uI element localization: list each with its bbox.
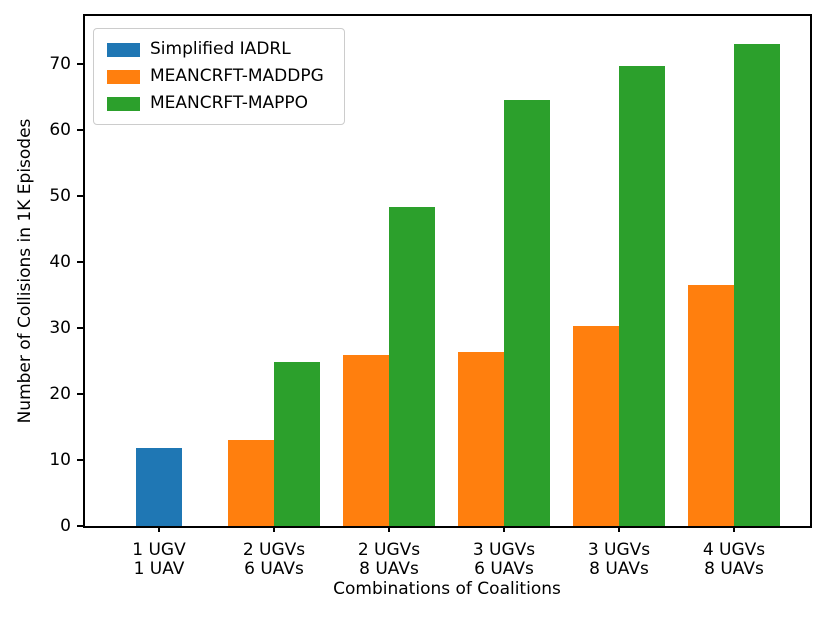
x-tick-label-line: 2 UGVs xyxy=(357,540,421,560)
bar-series0-group0 xyxy=(136,448,182,526)
bar-series2-group3 xyxy=(504,99,550,526)
x-tick-label-line: 8 UAVs xyxy=(359,559,419,579)
x-tick-label-line: 6 UAVs xyxy=(474,559,534,579)
y-tick-label: 50 xyxy=(49,186,71,207)
axis-spine-left xyxy=(83,14,85,528)
bar-series2-group5 xyxy=(734,43,780,526)
legend-swatch-icon xyxy=(107,42,140,57)
y-tick-label: 20 xyxy=(49,384,71,405)
y-tick-label: 70 xyxy=(49,54,71,75)
legend-entry: Simplified IADRL xyxy=(107,36,324,63)
y-tick-mark xyxy=(77,129,83,132)
legend-entry: MEANCRFT-MAPPO xyxy=(107,90,324,117)
legend-label: Simplified IADRL xyxy=(150,39,291,59)
legend-label: MEANCRFT-MAPPO xyxy=(150,93,309,113)
y-tick-mark xyxy=(77,63,83,66)
x-tick-label-line: 3 UGVs xyxy=(587,540,651,560)
bar-series1-group2 xyxy=(343,355,389,526)
axis-spine-right xyxy=(810,14,812,528)
bar-series2-group1 xyxy=(274,361,320,526)
legend-entry: MEANCRFT-MADDPG xyxy=(107,63,324,90)
x-tick-label-line: 4 UGVs xyxy=(702,540,766,560)
x-tick-label-line: 3 UGVs xyxy=(472,540,536,560)
y-tick-mark xyxy=(77,195,83,198)
legend: Simplified IADRL MEANCRFT-MADDPG MEANCRFT-… xyxy=(93,28,345,125)
y-tick-label: 60 xyxy=(49,120,71,141)
legend-swatch-icon xyxy=(107,69,140,84)
x-tick-mark xyxy=(388,526,390,532)
y-tick-mark xyxy=(77,261,83,264)
x-tick-mark xyxy=(158,526,160,532)
plot-area xyxy=(83,14,812,528)
bar-series1-group5 xyxy=(688,284,734,526)
y-tick-mark xyxy=(77,327,83,330)
bar-series2-group4 xyxy=(619,65,665,526)
bar-series1-group4 xyxy=(573,326,619,526)
y-tick-label: 10 xyxy=(49,450,71,471)
axis-spine-top xyxy=(85,14,810,16)
x-tick-label-group4: 3 UGVs 8 UAVs xyxy=(562,541,676,579)
x-tick-mark xyxy=(503,526,505,532)
x-tick-label-line: 8 UAVs xyxy=(704,559,764,579)
legend-swatch-icon xyxy=(107,96,140,111)
x-tick-label-group3: 3 UGVs 6 UAVs xyxy=(447,541,561,579)
x-tick-label-line: 8 UAVs xyxy=(589,559,649,579)
y-tick-mark xyxy=(77,525,83,527)
y-tick-label: 40 xyxy=(49,252,71,273)
y-tick-mark xyxy=(77,393,83,396)
x-tick-mark xyxy=(273,526,275,532)
x-tick-label-line: 1 UGV xyxy=(132,540,186,560)
y-tick-label: 0 xyxy=(60,516,71,536)
y-tick-label: 30 xyxy=(49,318,71,339)
x-tick-mark xyxy=(733,526,735,532)
x-tick-label-line: 2 UGVs xyxy=(242,540,306,560)
x-tick-mark xyxy=(618,526,620,532)
x-tick-label-group0: 1 UGV 1 UAV xyxy=(102,541,216,579)
x-tick-label-group5: 4 UGVs 8 UAVs xyxy=(677,541,791,579)
x-tick-label-line: 1 UAV xyxy=(133,559,185,579)
x-tick-label-group2: 2 UGVs 8 UAVs xyxy=(332,541,446,579)
x-axis-label: Combinations of Coalitions xyxy=(333,579,561,599)
axis-spine-bottom xyxy=(85,526,810,528)
x-tick-label-group1: 2 UGVs 6 UAVs xyxy=(217,541,331,579)
legend-label: MEANCRFT-MADDPG xyxy=(150,66,324,86)
bar-series2-group2 xyxy=(389,206,435,526)
x-tick-label-line: 6 UAVs xyxy=(244,559,304,579)
bar-series1-group3 xyxy=(458,351,504,526)
bar-series1-group1 xyxy=(228,440,274,526)
y-tick-mark xyxy=(77,459,83,462)
